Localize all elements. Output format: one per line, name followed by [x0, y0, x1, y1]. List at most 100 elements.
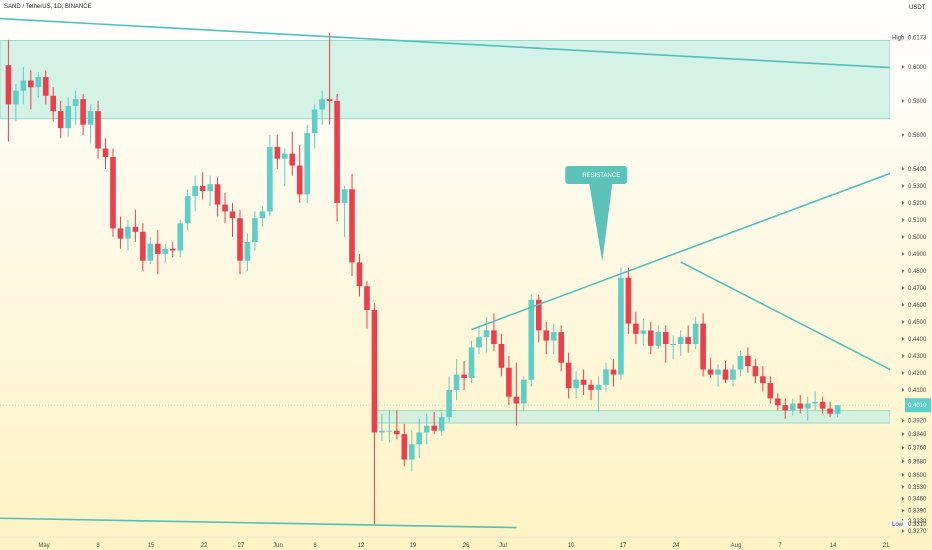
candle	[662, 325, 669, 363]
candle-body	[379, 430, 385, 433]
candle	[588, 379, 594, 401]
candle	[259, 206, 266, 227]
candle	[125, 219, 131, 251]
candle	[565, 352, 572, 399]
candle	[610, 359, 617, 387]
candle-body	[326, 99, 333, 101]
candle-body	[162, 248, 169, 254]
candle-body	[50, 95, 57, 112]
candle-body	[543, 330, 550, 341]
candle	[692, 316, 699, 350]
time-tick-label: 17	[620, 543, 627, 549]
candle-body	[446, 389, 452, 418]
price-tick-label: 0.3330	[908, 519, 927, 525]
candle	[289, 131, 296, 176]
price-tick-marker	[902, 387, 905, 392]
candle-body	[394, 430, 400, 435]
candle-body	[461, 374, 467, 379]
candle	[483, 316, 490, 353]
candle-body	[550, 332, 557, 341]
candle-body	[483, 330, 490, 338]
candle	[461, 361, 467, 390]
price-tick-marker	[902, 217, 905, 222]
candle	[730, 364, 736, 387]
price-tick-marker	[902, 353, 905, 358]
price-tick-label: 0.5100	[908, 218, 927, 224]
candle-body	[506, 367, 512, 397]
candle-body	[804, 403, 811, 409]
candle-body	[513, 396, 520, 404]
candle	[782, 398, 789, 419]
candle	[379, 413, 385, 441]
price-tick-marker	[902, 445, 905, 450]
candle-body	[782, 405, 789, 411]
candle-body	[789, 403, 796, 411]
currency-label: USDT	[909, 5, 926, 11]
candle-body	[20, 80, 27, 91]
candle	[775, 393, 781, 411]
price-tick-label: 0.3530	[908, 485, 927, 491]
candle-body	[319, 99, 325, 110]
candle-body	[199, 185, 206, 192]
candle-body	[252, 218, 258, 243]
candle-body	[745, 355, 751, 367]
candle	[603, 362, 609, 392]
candle	[57, 100, 64, 139]
resistance-label: RESISTANCE	[582, 173, 620, 179]
candle	[140, 223, 146, 271]
price-tick-label: 0.5600	[908, 133, 927, 139]
price-tick-label: 0.5800	[908, 99, 927, 105]
candle	[521, 376, 527, 411]
candle-body	[640, 330, 647, 334]
candle	[633, 311, 639, 345]
candle	[797, 395, 804, 414]
price-tick-marker	[902, 234, 905, 239]
candle	[595, 376, 602, 413]
candle-body	[722, 369, 729, 380]
candle	[229, 202, 236, 237]
time-tick-label: 22	[201, 543, 208, 549]
price-tick-marker	[902, 508, 905, 513]
candle-body	[491, 330, 497, 345]
price-tick-label: 0.4900	[908, 252, 927, 258]
candle	[655, 325, 662, 350]
candle	[827, 401, 833, 418]
candle	[446, 376, 452, 423]
price-tick-marker	[902, 319, 905, 324]
trendline-lower-descending	[0, 517, 517, 529]
candle-body	[692, 323, 699, 345]
candle-body	[334, 100, 340, 203]
candle-body	[767, 383, 774, 399]
price-tick-label: 0.4600	[908, 303, 927, 309]
candle-body	[267, 146, 273, 212]
time-tick-label: 7	[778, 543, 782, 549]
price-tick-label: 0.3600	[908, 473, 927, 479]
candle	[334, 94, 340, 222]
candle	[468, 340, 475, 384]
candle-body	[80, 99, 86, 125]
price-tick-marker	[902, 496, 905, 501]
candle-body	[707, 369, 714, 375]
price-tick-label: 0.4800	[908, 269, 927, 275]
price-tick-label: 0.5400	[908, 167, 927, 173]
candle	[80, 94, 86, 135]
candle-body	[760, 376, 766, 384]
candle-body	[296, 165, 303, 195]
candle	[498, 333, 505, 377]
candle	[386, 410, 393, 443]
candle	[42, 70, 49, 105]
candle-body	[603, 369, 609, 385]
candle	[535, 294, 542, 343]
candle	[707, 357, 714, 379]
time-tick-label: 10	[568, 543, 575, 549]
candle	[267, 134, 273, 217]
candle-body	[625, 277, 632, 324]
price-tick-label: 0.3460	[908, 497, 927, 503]
candle	[72, 90, 79, 125]
candle-body	[132, 226, 139, 232]
candle	[155, 230, 161, 275]
candle-body	[797, 403, 804, 409]
price-tick-marker	[902, 529, 905, 533]
candle	[408, 430, 415, 472]
